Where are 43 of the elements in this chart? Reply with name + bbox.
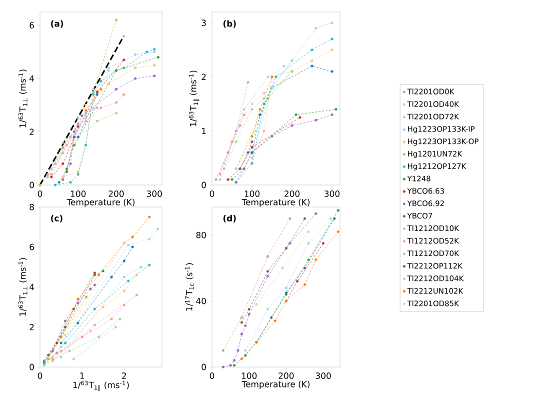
y-axis-title: 1/$^{63}$T$_{1⊥}$ (ms$^{-1}$) xyxy=(18,70,28,128)
text: (c) xyxy=(51,214,62,222)
x-tick-label: 300 xyxy=(316,372,331,379)
x-axis-title: Temperature (K) xyxy=(66,198,135,207)
x-axis-title: 1/$^{63}$T$_{1∥}$ (ms$^{-1}$) xyxy=(73,380,129,392)
x-tick-label: 100 xyxy=(70,190,86,197)
y-tick-label: 0 xyxy=(30,182,34,188)
y-tick-label: 4 xyxy=(30,75,34,82)
y-tick-label: 80 xyxy=(196,232,206,238)
x-tick-label: 200 xyxy=(278,372,294,379)
text: (d) xyxy=(223,214,236,222)
y-tick-label: 3 xyxy=(202,20,206,26)
y-tick-label: 6 xyxy=(30,244,34,250)
x-tick-label: 200 xyxy=(108,190,124,197)
x-tick-label: 200 xyxy=(284,190,300,197)
y-tick-label: 4 xyxy=(30,284,34,290)
x-tick-label: 0 xyxy=(210,190,214,197)
y-tick-label: 2 xyxy=(202,74,206,80)
x-axis-title: Temperature (K) xyxy=(242,380,310,389)
y-axis-title: 1/$^{63}$T$_{1∥}$ (ms$^{-1}$) xyxy=(188,70,200,126)
x-tick-label: 2 xyxy=(122,372,126,379)
y-tick-label: 6 xyxy=(30,22,34,29)
x-tick-label: 100 xyxy=(244,190,260,197)
x-tick-label: 0 xyxy=(38,190,42,197)
x-tick-label: 0 xyxy=(38,372,42,379)
x-tick-label: 100 xyxy=(242,372,257,379)
x-tick-label: 1 xyxy=(80,372,84,379)
y-tick-label: 8 xyxy=(30,204,34,210)
y-tick-label: 2 xyxy=(30,324,34,330)
y-axis-title: 1/$^{63}$T$_{1⊥}$ (ms$^{-1}$) xyxy=(18,258,28,316)
text: (a) xyxy=(51,20,64,28)
y-tick-label: 40 xyxy=(196,298,206,304)
y-tick-label: 2 xyxy=(30,128,34,135)
y-axis-title: 1/$^{17}$T$_{1c}$ (s$^{-1}$) xyxy=(185,263,194,311)
y-tick-label: 0 xyxy=(202,182,206,188)
x-tick-label: 0 xyxy=(210,372,214,379)
y-tick-label: 1 xyxy=(202,128,206,134)
x-tick-label: 300 xyxy=(146,190,162,197)
text: (b) xyxy=(223,20,236,28)
x-tick-label: 300 xyxy=(324,190,340,197)
y-tick-label: 0 xyxy=(30,364,34,370)
x-axis-title: Temperature (K) xyxy=(242,198,310,207)
y-tick-label: 0 xyxy=(202,364,206,370)
